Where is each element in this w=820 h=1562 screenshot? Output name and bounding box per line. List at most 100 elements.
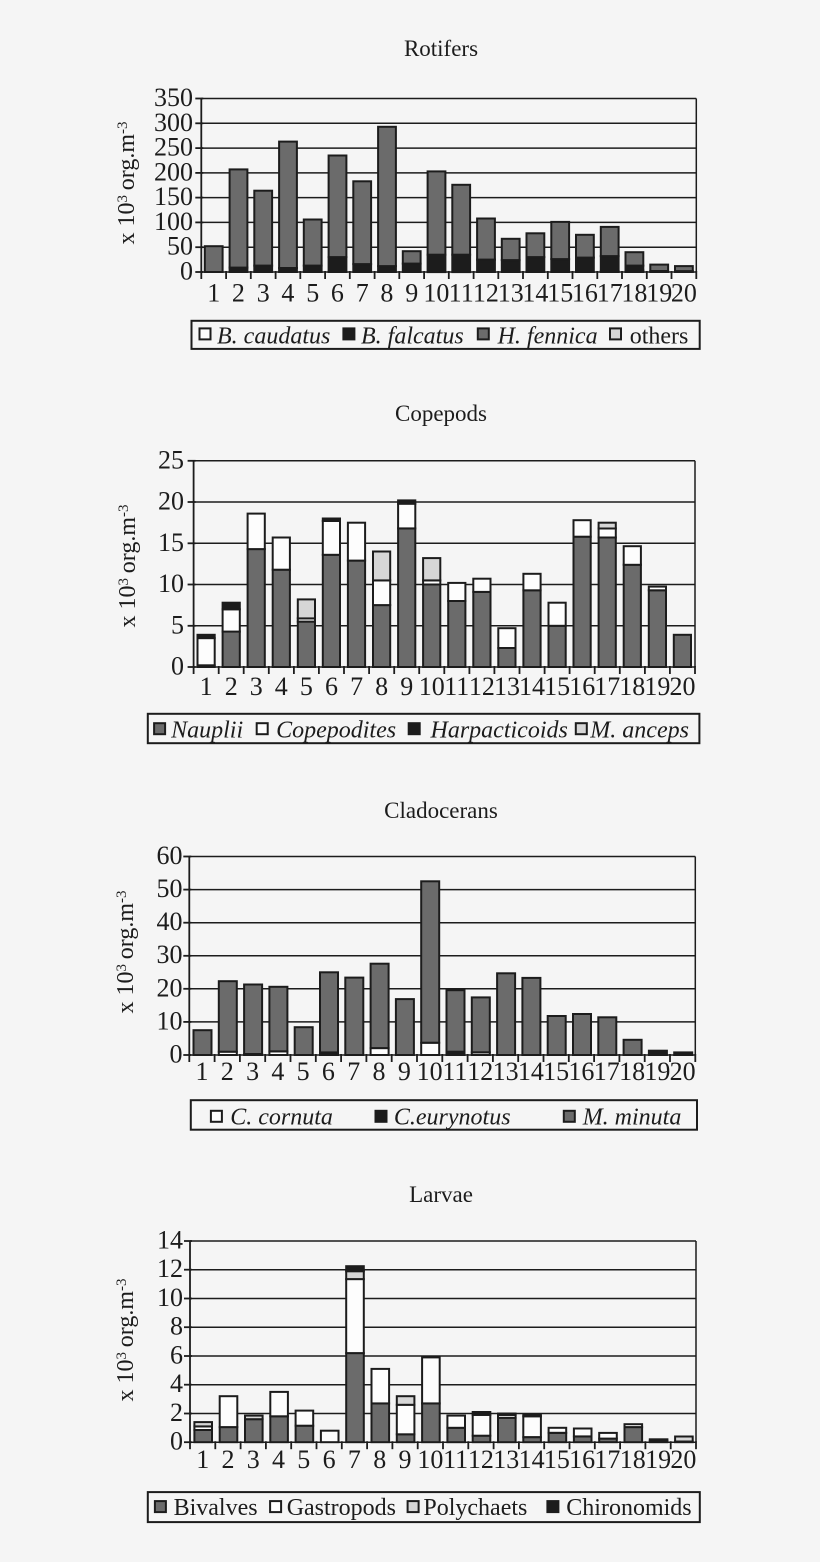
svg-text:8: 8 xyxy=(380,279,393,308)
svg-text:8: 8 xyxy=(373,1445,386,1474)
svg-text:11: 11 xyxy=(444,672,469,701)
svg-text:H. fennica: H. fennica xyxy=(497,323,598,349)
svg-text:5: 5 xyxy=(297,1057,310,1086)
svg-text:x 103 org.m-3: x 103 org.m-3 xyxy=(113,1278,139,1401)
svg-text:16: 16 xyxy=(572,279,598,308)
svg-text:12: 12 xyxy=(157,1254,183,1283)
svg-text:3: 3 xyxy=(247,1445,260,1474)
svg-text:19: 19 xyxy=(645,1445,671,1474)
svg-text:20: 20 xyxy=(158,487,184,516)
svg-text:13: 13 xyxy=(498,279,524,308)
svg-text:6: 6 xyxy=(331,279,344,308)
svg-text:12: 12 xyxy=(468,1445,494,1474)
svg-text:4: 4 xyxy=(170,1369,183,1398)
svg-text:6: 6 xyxy=(325,672,338,701)
svg-text:B. caudatus: B. caudatus xyxy=(217,323,330,349)
svg-text:4: 4 xyxy=(271,1057,284,1086)
svg-text:4: 4 xyxy=(275,672,288,701)
svg-text:11: 11 xyxy=(442,1057,467,1086)
svg-text:9: 9 xyxy=(405,279,418,308)
svg-text:8: 8 xyxy=(373,1057,386,1086)
svg-text:3: 3 xyxy=(257,279,270,308)
svg-text:8: 8 xyxy=(170,1312,183,1341)
svg-text:Cladocerans: Cladocerans xyxy=(384,798,498,823)
svg-text:17: 17 xyxy=(594,1057,620,1086)
svg-text:10: 10 xyxy=(423,279,449,308)
svg-text:12: 12 xyxy=(473,279,499,308)
svg-text:8: 8 xyxy=(375,672,388,701)
svg-text:2: 2 xyxy=(232,279,245,308)
svg-text:2: 2 xyxy=(221,1057,234,1086)
svg-text:18: 18 xyxy=(619,1057,645,1086)
svg-text:6: 6 xyxy=(170,1341,183,1370)
svg-text:C.eurynotus: C.eurynotus xyxy=(394,1105,511,1131)
svg-text:10: 10 xyxy=(419,672,445,701)
svg-text:200: 200 xyxy=(154,157,193,186)
svg-text:50: 50 xyxy=(167,232,193,261)
svg-text:C. cornuta: C. cornuta xyxy=(230,1105,333,1131)
svg-text:13: 13 xyxy=(493,1057,519,1086)
svg-text:7: 7 xyxy=(350,672,363,701)
svg-text:25: 25 xyxy=(158,445,184,474)
svg-text:1: 1 xyxy=(207,279,220,308)
svg-text:15: 15 xyxy=(543,1057,569,1086)
svg-text:Polychaets: Polychaets xyxy=(423,1495,527,1521)
svg-text:10: 10 xyxy=(158,569,184,598)
svg-text:5: 5 xyxy=(300,672,313,701)
svg-text:14: 14 xyxy=(519,672,545,701)
svg-text:x 103 org.m-3: x 103 org.m-3 xyxy=(113,890,139,1013)
svg-text:B. falcatus: B. falcatus xyxy=(361,323,464,349)
svg-text:7: 7 xyxy=(348,1445,361,1474)
svg-text:6: 6 xyxy=(323,1445,336,1474)
svg-text:x 103 org.m-3: x 103 org.m-3 xyxy=(115,504,141,627)
svg-text:7: 7 xyxy=(356,279,369,308)
svg-text:9: 9 xyxy=(398,1057,411,1086)
svg-text:13: 13 xyxy=(493,1445,519,1474)
svg-text:Rotifers: Rotifers xyxy=(404,36,478,61)
svg-text:Nauplii: Nauplii xyxy=(170,718,243,744)
svg-text:17: 17 xyxy=(594,672,620,701)
svg-text:20: 20 xyxy=(671,279,697,308)
svg-text:10: 10 xyxy=(417,1445,443,1474)
svg-text:250: 250 xyxy=(154,133,193,162)
svg-text:9: 9 xyxy=(399,1445,412,1474)
svg-text:M. minuta: M. minuta xyxy=(582,1105,682,1131)
svg-text:16: 16 xyxy=(569,1445,595,1474)
svg-text:Copepods: Copepods xyxy=(395,401,487,426)
svg-text:1: 1 xyxy=(200,672,213,701)
svg-text:14: 14 xyxy=(518,1057,544,1086)
svg-text:15: 15 xyxy=(158,528,184,557)
svg-text:Bivalves: Bivalves xyxy=(174,1495,258,1521)
svg-text:12: 12 xyxy=(469,672,495,701)
svg-text:7: 7 xyxy=(347,1057,360,1086)
svg-text:0: 0 xyxy=(170,1427,183,1456)
svg-text:3: 3 xyxy=(246,1057,259,1086)
svg-text:15: 15 xyxy=(544,672,570,701)
svg-text:Copepodites: Copepodites xyxy=(276,718,396,744)
svg-text:20: 20 xyxy=(670,1445,696,1474)
svg-text:5: 5 xyxy=(171,610,184,639)
svg-text:4: 4 xyxy=(281,279,294,308)
svg-text:1: 1 xyxy=(196,1445,209,1474)
svg-text:2: 2 xyxy=(222,1445,235,1474)
svg-text:10: 10 xyxy=(157,1283,183,1312)
svg-text:11: 11 xyxy=(443,1445,468,1474)
svg-text:16: 16 xyxy=(569,672,595,701)
svg-text:0: 0 xyxy=(171,652,184,681)
svg-text:150: 150 xyxy=(154,182,193,211)
svg-text:50: 50 xyxy=(157,874,183,903)
svg-text:40: 40 xyxy=(157,907,183,936)
svg-text:11: 11 xyxy=(449,279,474,308)
svg-text:10: 10 xyxy=(157,1006,183,1035)
svg-text:Harpacticoids: Harpacticoids xyxy=(430,718,568,744)
svg-text:5: 5 xyxy=(297,1445,310,1474)
svg-text:12: 12 xyxy=(467,1057,493,1086)
svg-text:0: 0 xyxy=(170,1040,183,1069)
svg-text:20: 20 xyxy=(157,973,183,1002)
svg-text:6: 6 xyxy=(322,1057,335,1086)
svg-text:350: 350 xyxy=(154,83,193,112)
svg-text:18: 18 xyxy=(620,1445,646,1474)
svg-text:3: 3 xyxy=(250,672,263,701)
svg-text:Chironomids: Chironomids xyxy=(566,1495,691,1521)
svg-text:60: 60 xyxy=(157,841,183,870)
